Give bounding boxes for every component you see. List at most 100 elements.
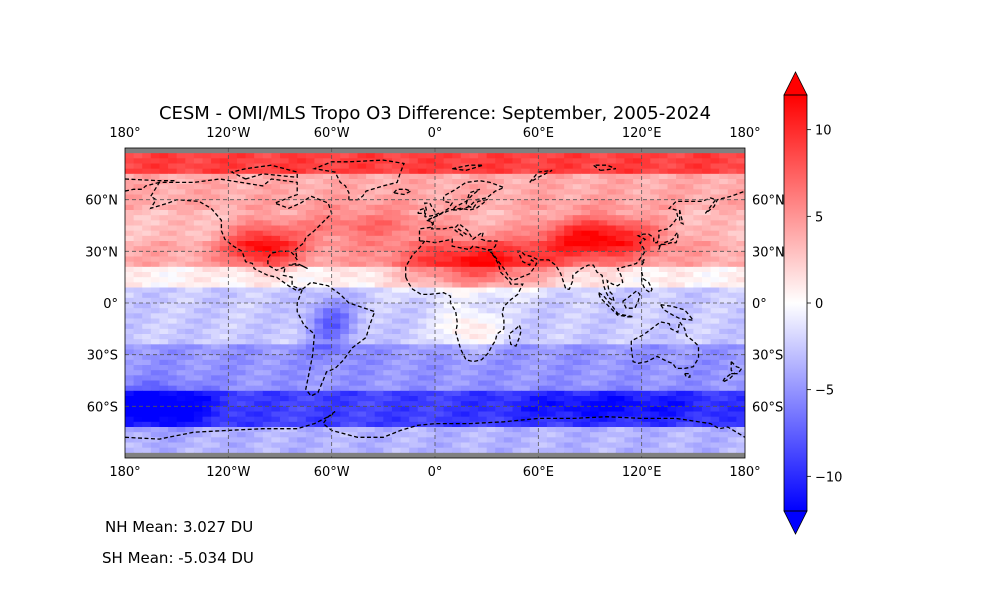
field-cell bbox=[357, 173, 367, 180]
field-cell bbox=[633, 179, 643, 185]
field-cell bbox=[719, 318, 729, 325]
field-cell bbox=[607, 251, 617, 258]
field-cell bbox=[676, 287, 686, 294]
field-cell bbox=[305, 194, 316, 201]
field-cell bbox=[125, 241, 135, 247]
field-cell bbox=[228, 230, 238, 237]
field-cell bbox=[417, 189, 427, 196]
field-cell bbox=[693, 272, 703, 278]
field-cell bbox=[546, 437, 557, 444]
field-cell bbox=[503, 210, 514, 216]
field-cell bbox=[452, 308, 462, 314]
field-cell bbox=[417, 184, 427, 190]
field-cell bbox=[125, 334, 135, 340]
field-cell bbox=[443, 452, 453, 458]
coastline-segment bbox=[641, 259, 647, 266]
field-cell bbox=[357, 256, 367, 263]
field-cell bbox=[409, 432, 419, 438]
field-cell bbox=[624, 179, 634, 185]
field-cell bbox=[443, 432, 453, 438]
field-cell bbox=[245, 349, 255, 356]
field-cell bbox=[133, 266, 143, 273]
field-cell bbox=[676, 297, 686, 304]
field-cell bbox=[391, 365, 402, 371]
field-cell bbox=[529, 179, 539, 185]
field-cell bbox=[150, 328, 161, 335]
field-cell bbox=[150, 272, 161, 278]
field-cell bbox=[512, 246, 522, 252]
field-cell bbox=[219, 344, 229, 351]
field-cell bbox=[417, 292, 427, 299]
field-cell bbox=[168, 365, 178, 371]
field-cell bbox=[323, 427, 333, 433]
field-cell bbox=[245, 447, 255, 454]
field-cell bbox=[564, 158, 574, 165]
field-cell bbox=[503, 416, 514, 423]
field-cell bbox=[262, 411, 272, 418]
field-cell bbox=[495, 427, 505, 433]
field-cell bbox=[521, 370, 531, 376]
field-cell bbox=[719, 427, 729, 433]
field-cell bbox=[168, 452, 178, 458]
field-cell bbox=[236, 401, 247, 407]
field-cell bbox=[383, 396, 393, 402]
field-cell bbox=[435, 153, 445, 159]
field-cell bbox=[435, 452, 445, 458]
field-cell bbox=[383, 261, 393, 268]
field-cell bbox=[426, 210, 436, 216]
field-cell bbox=[650, 148, 660, 154]
field-cell bbox=[503, 437, 514, 444]
field-cell bbox=[590, 153, 600, 159]
field-cell bbox=[736, 328, 745, 335]
field-cell bbox=[538, 168, 548, 175]
field-cell bbox=[245, 199, 255, 206]
field-cell bbox=[185, 210, 195, 216]
field-cell bbox=[391, 158, 402, 165]
field-cell bbox=[736, 272, 745, 278]
field-cell bbox=[409, 375, 419, 382]
field-cell bbox=[262, 390, 272, 397]
field-cell bbox=[693, 339, 703, 345]
field-cell bbox=[495, 323, 505, 330]
field-cell bbox=[202, 421, 212, 428]
field-cell bbox=[374, 442, 384, 449]
field-cell bbox=[254, 308, 264, 314]
field-cell bbox=[564, 328, 574, 335]
field-cell bbox=[254, 215, 264, 221]
field-cell bbox=[383, 251, 393, 258]
field-cell bbox=[521, 266, 531, 273]
field-cell bbox=[512, 344, 522, 351]
field-cell bbox=[555, 334, 565, 340]
field-cell bbox=[340, 266, 350, 273]
field-cell bbox=[529, 344, 539, 351]
field-cell bbox=[546, 447, 557, 454]
field-cell bbox=[615, 427, 626, 433]
field-cell bbox=[546, 406, 557, 413]
field-cell bbox=[658, 334, 669, 340]
field-cell bbox=[400, 375, 410, 382]
field-cell bbox=[176, 313, 186, 320]
field-cell bbox=[409, 148, 419, 154]
field-cell bbox=[701, 148, 712, 154]
field-cell bbox=[211, 396, 221, 402]
field-cell bbox=[400, 406, 410, 413]
field-cell bbox=[236, 328, 247, 335]
field-cell bbox=[529, 241, 539, 247]
field-cell bbox=[727, 328, 737, 335]
field-cell bbox=[469, 344, 479, 351]
field-cell bbox=[607, 323, 617, 330]
field-cell bbox=[478, 215, 488, 221]
field-cell bbox=[701, 344, 712, 351]
field-cell bbox=[366, 427, 376, 433]
field-cell bbox=[150, 318, 161, 325]
field-cell bbox=[150, 427, 161, 433]
field-cell bbox=[572, 303, 582, 309]
field-cell bbox=[297, 256, 307, 263]
field-cell bbox=[607, 437, 617, 444]
field-cell bbox=[572, 359, 582, 366]
field-cell bbox=[512, 189, 522, 196]
field-cell bbox=[555, 339, 565, 345]
field-cell bbox=[202, 390, 212, 397]
field-cell bbox=[598, 246, 608, 252]
field-cell bbox=[486, 323, 496, 330]
